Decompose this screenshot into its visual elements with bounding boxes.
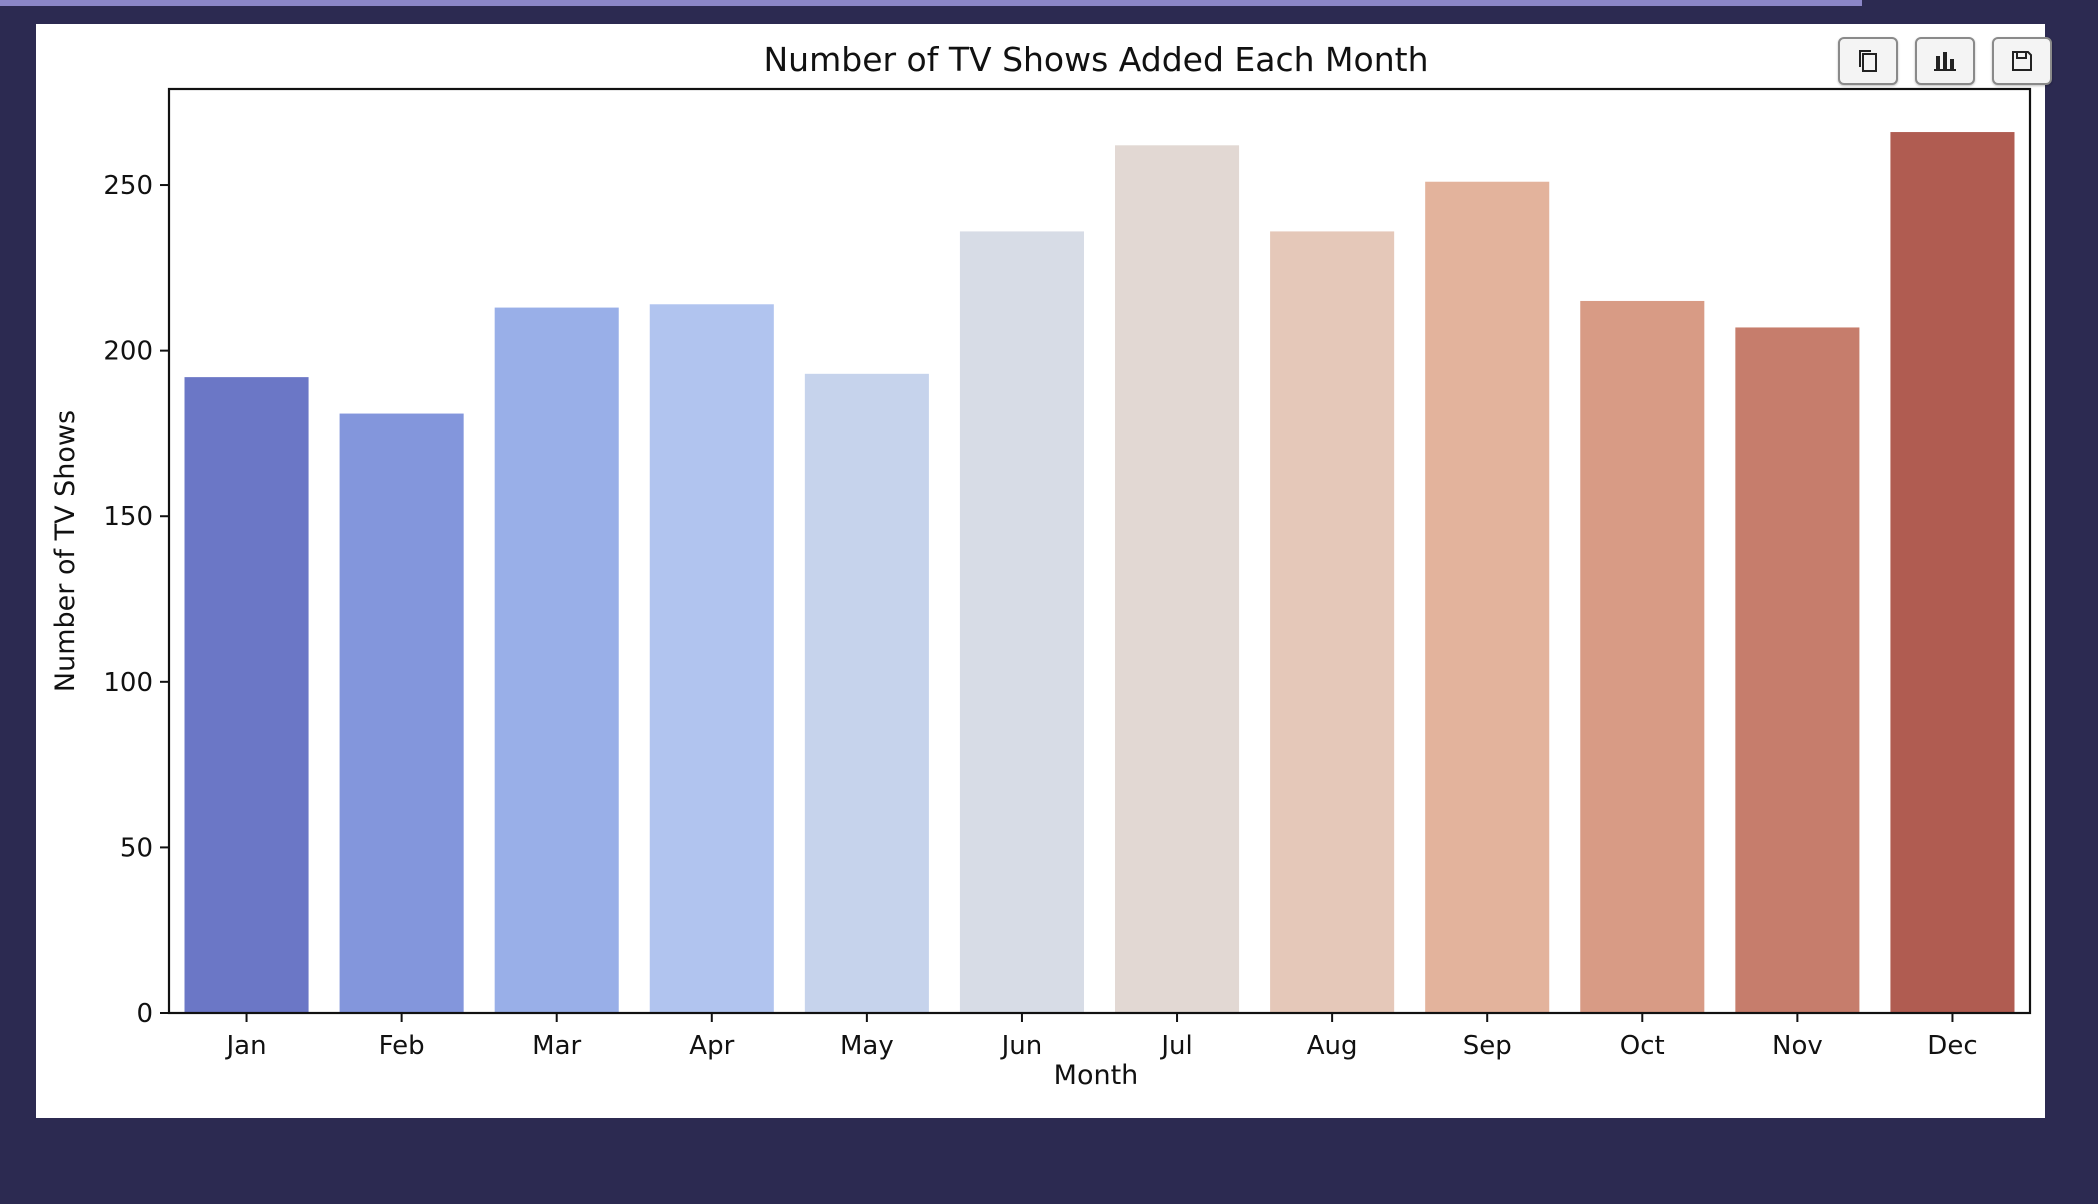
- x-tick-label: Nov: [1772, 1031, 1823, 1061]
- chart-view-button[interactable]: [1915, 37, 1975, 85]
- chart-title: Number of TV Shows Added Each Month: [764, 40, 1429, 79]
- save-button[interactable]: [1992, 37, 2052, 85]
- y-tick-label: 200: [103, 337, 153, 367]
- bar-chart: Number of TV Shows Added Each Month 0 50 1…: [50, 40, 2032, 1091]
- bar-may: [804, 373, 929, 1013]
- bar-jan: [184, 377, 309, 1013]
- copy-button[interactable]: [1838, 37, 1898, 85]
- y-tick-label: 0: [136, 999, 153, 1029]
- bar-chart-icon: [1932, 48, 1958, 74]
- x-tick-label: Jun: [1000, 1031, 1043, 1061]
- y-tick-label: 50: [120, 833, 153, 863]
- y-tick-label: 250: [103, 171, 153, 201]
- bar-jun: [959, 231, 1084, 1014]
- window-top-bar: [0, 0, 1862, 6]
- x-tick-label: Sep: [1463, 1031, 1512, 1061]
- chart-output-panel: Number of TV Shows Added Each Month 0 50 1…: [36, 24, 2052, 1118]
- x-tick-label: Dec: [1927, 1031, 1977, 1061]
- x-tick-label: May: [840, 1031, 894, 1061]
- x-tick-label: Aug: [1307, 1031, 1358, 1061]
- y-tick-label: 100: [103, 668, 153, 698]
- x-axis: Jan Feb Mar Apr May Jun Jul Aug Sep Oct Nov Dec: [224, 1013, 1978, 1061]
- bar-dec: [1890, 132, 2015, 1013]
- x-tick-label: Jul: [1159, 1031, 1192, 1061]
- bars-group: [184, 132, 2015, 1014]
- x-tick-label: Oct: [1620, 1031, 1665, 1061]
- bar-sep: [1425, 181, 1550, 1013]
- copy-icon: [1855, 47, 1881, 75]
- x-tick-label: Feb: [379, 1031, 425, 1061]
- output-toolbar: [1838, 37, 2052, 85]
- bar-mar: [494, 307, 619, 1013]
- x-tick-label: Mar: [532, 1031, 581, 1061]
- bar-apr: [649, 304, 774, 1014]
- bar-oct: [1580, 300, 1705, 1013]
- y-axis-label: Number of TV Shows: [50, 410, 81, 692]
- save-icon: [2010, 49, 2034, 73]
- y-axis: 0 50 100 150 200 250: [103, 171, 169, 1029]
- x-axis-label: Month: [1054, 1060, 1139, 1091]
- axes-frame: [167, 87, 2032, 1015]
- y-tick-label: 150: [103, 502, 153, 532]
- bar-aug: [1270, 231, 1395, 1014]
- bar-jul: [1115, 145, 1240, 1013]
- bar-nov: [1735, 327, 1860, 1013]
- x-tick-label: Apr: [689, 1031, 734, 1061]
- bar-feb: [339, 413, 464, 1013]
- x-tick-label: Jan: [224, 1031, 266, 1061]
